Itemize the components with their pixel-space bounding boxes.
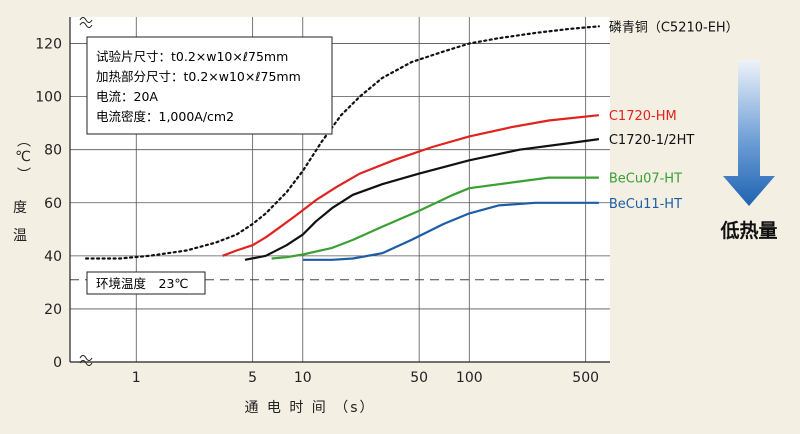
- label-layer: （℃） 度 磷青铜（C5210-EH） C1720-HM C1720-1/2HT BeCu…: [13, 20, 739, 216]
- series-line-2: [244, 138, 600, 261]
- y-axis-title-1: 温: [13, 228, 29, 244]
- series-line-1: [222, 114, 600, 257]
- x-tick-label: 1: [132, 370, 141, 386]
- condition-line: 电流密度：1,000A/cm2: [96, 109, 234, 124]
- x-axis-title: 通 电 时 间 （s）: [244, 400, 375, 416]
- series-label-3: BeCu07-HT: [609, 172, 682, 187]
- condition-line: 电流：20A: [96, 89, 158, 104]
- y-tick-label: 120: [35, 37, 62, 53]
- y-axis-title-char: 度: [13, 200, 29, 216]
- x-tick-label: 10: [294, 370, 312, 386]
- y-tick-label: 60: [44, 196, 62, 212]
- y-tick-label: 0: [53, 355, 62, 371]
- condition-line: 加热部分尺寸：t0.2×w10×ℓ75mm: [96, 69, 301, 84]
- ambient-box: 环境温度 23℃: [86, 271, 206, 295]
- series-line-4: [302, 201, 599, 261]
- x-tick-label: 500: [572, 370, 599, 386]
- series-label-0: 磷青铜（C5210-EH）: [609, 20, 739, 35]
- axis-layer: 0 20 40 60 80 100 120 1 5 10 50 100 500: [35, 17, 610, 386]
- condition-line: 试验片尺寸：t0.2×w10×ℓ75mm: [96, 49, 288, 64]
- series-label-1: C1720-HM: [609, 109, 677, 124]
- series-line-0: [85, 25, 600, 260]
- low-heat-arrow-icon: [723, 60, 775, 206]
- y-tick-label: 100: [35, 90, 62, 106]
- series-layer: [85, 25, 600, 261]
- y-axis-title-unit: （℃）: [15, 133, 31, 183]
- ambient-label: 环境温度 23℃: [96, 276, 188, 291]
- y-tick-label: 80: [44, 143, 62, 159]
- series-label-2: C1720-1/2HT: [609, 133, 695, 148]
- series-line-3: [271, 176, 599, 260]
- axis-break-icon: [79, 17, 93, 28]
- series-label-4: BeCu11-HT: [609, 197, 682, 212]
- low-heat-label: 低热量: [719, 219, 777, 242]
- conditions-box: 试验片尺寸：t0.2×w10×ℓ75mm 加热部分尺寸：t0.2×w10×ℓ75…: [86, 36, 333, 135]
- x-tick-label: 50: [410, 370, 428, 386]
- x-tick-label: 100: [456, 370, 483, 386]
- y-tick-label: 40: [44, 249, 62, 265]
- axis-break-icon: [79, 355, 93, 366]
- x-tick-label: 5: [248, 370, 257, 386]
- y-tick-label: 20: [44, 302, 62, 318]
